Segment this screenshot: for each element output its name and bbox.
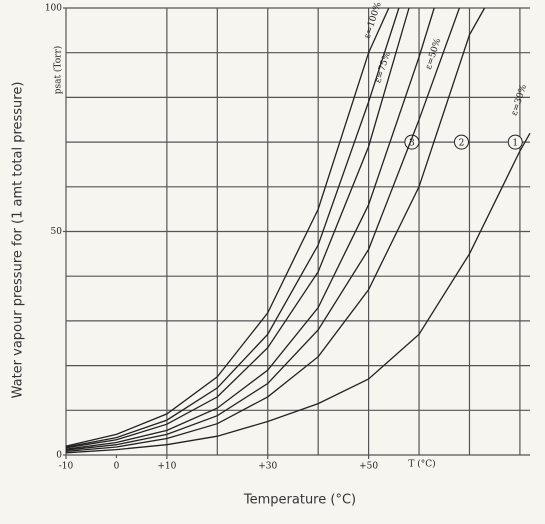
curve [65,132,531,454]
x-tick-label: +50 [359,462,378,472]
curve-label: 2 [459,139,465,149]
y-tick-label: 0 [56,451,62,461]
curve [65,7,390,447]
curve [65,7,435,450]
curve-label: 1 [512,139,518,149]
curve [65,7,400,448]
x-tick-label: +30 [258,462,277,472]
y-tick-label: 50 [51,227,63,237]
y-tick-label: 100 [45,4,62,14]
curve-marker [507,134,523,150]
x-axis-title: Temperature (°C) [243,493,356,508]
curve [65,7,486,453]
x-tick-label: -10 [59,462,74,472]
x-tick-label: 0 [114,462,120,472]
curve-label: 3 [409,139,415,149]
curve [65,7,461,451]
x-tick-label: +10 [157,462,176,472]
inner-y-label: psat (Torr) [53,46,64,95]
inner-x-label: T (°C) [408,459,435,470]
y-axis-title: Water vapour pressure for (1 amt total p… [11,82,26,399]
curve [65,7,410,449]
curve-marker [453,134,469,150]
